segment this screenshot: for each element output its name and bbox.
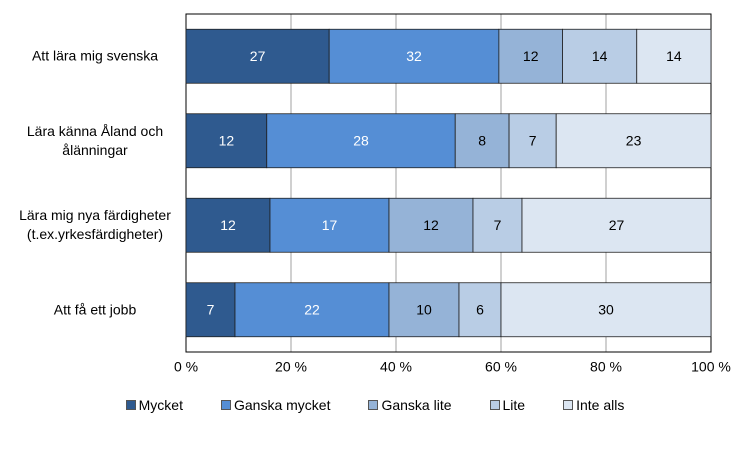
legend-label: Ganska mycket	[233, 397, 331, 413]
legend-swatch	[125, 400, 136, 410]
legend-swatch	[220, 400, 231, 410]
data-label: 12	[220, 217, 236, 233]
bar-segment	[185, 113, 268, 169]
legend-swatch	[489, 400, 500, 410]
data-label: 32	[406, 48, 422, 64]
x-tick-label: 0 %	[174, 359, 198, 375]
x-tick-label: 20 %	[275, 359, 307, 375]
category-label: Lära mig nya färdigheter (t.ex.yrkesfärd…	[19, 207, 171, 243]
bar-segment	[234, 282, 390, 338]
legend-item: Lite	[489, 397, 526, 413]
data-label: 14	[666, 48, 682, 64]
data-label: 27	[609, 217, 625, 233]
x-tick-label: 40 %	[380, 359, 412, 375]
data-label: 6	[476, 301, 484, 317]
legend-label: Inte alls	[576, 397, 625, 413]
bar-segment	[472, 197, 523, 253]
bar-segment	[388, 197, 474, 253]
data-label: 7	[494, 217, 502, 233]
bar-segment	[521, 197, 712, 253]
x-tick-label: 100 %	[691, 359, 731, 375]
legend-item: Ganska mycket	[220, 397, 331, 413]
bar-segment	[636, 28, 712, 84]
bar-segment	[328, 28, 500, 84]
legend-item: Ganska lite	[368, 397, 452, 413]
data-label: 10	[416, 301, 432, 317]
bar-segment	[185, 197, 271, 253]
legend-label: Lite	[502, 397, 526, 413]
bar-segment	[185, 28, 330, 84]
bar-segment	[498, 28, 563, 84]
data-label: 7	[207, 301, 215, 317]
bar-segment	[269, 197, 390, 253]
bar-segment	[388, 282, 460, 338]
data-label: 14	[592, 48, 608, 64]
legend: Mycket Ganska mycket Ganska lite Lite Inte a…	[0, 397, 750, 413]
data-label: 30	[598, 301, 614, 317]
legend-label: Mycket	[138, 397, 183, 413]
plot-border	[185, 13, 712, 353]
legend-item: Inte alls	[563, 397, 624, 413]
data-label: 27	[250, 48, 266, 64]
legend-swatch	[563, 400, 574, 410]
category-label: Att få ett jobb	[53, 301, 137, 318]
legend-item: Mycket	[125, 397, 183, 413]
data-label: 12	[523, 48, 539, 64]
bar-segment	[266, 113, 456, 169]
data-label: 28	[353, 132, 369, 148]
bar-segment	[454, 113, 510, 169]
bar-segment	[500, 282, 712, 338]
x-tick-label: 80 %	[590, 359, 622, 375]
data-label: 12	[219, 132, 235, 148]
bar-segment	[555, 113, 712, 169]
category-label: Att lära mig svenska	[31, 47, 159, 64]
data-label: 17	[322, 217, 338, 233]
data-label: 23	[626, 132, 642, 148]
bar-segment	[508, 113, 557, 169]
legend-swatch	[368, 400, 379, 410]
data-label: 8	[478, 132, 486, 148]
x-tick-label: 60 %	[485, 359, 517, 375]
data-label: 7	[529, 132, 537, 148]
data-label: 22	[304, 301, 320, 317]
data-label: 12	[423, 217, 439, 233]
bar-segment	[185, 282, 236, 338]
legend-label: Ganska lite	[381, 397, 452, 413]
category-label: Lära känna Åland och ålänningar	[26, 122, 164, 158]
